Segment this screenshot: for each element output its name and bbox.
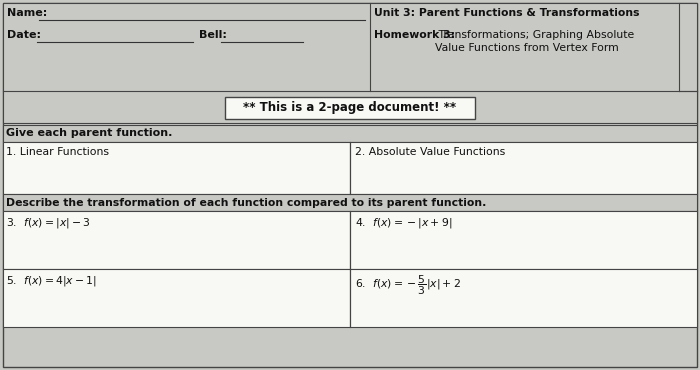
Text: 4.  $f(x)=-|x+9|$: 4. $f(x)=-|x+9|$ — [355, 216, 452, 230]
Bar — [3, 269, 350, 327]
Text: Give each parent function.: Give each parent function. — [6, 128, 172, 138]
Bar — [3, 125, 697, 142]
Bar — [3, 194, 697, 211]
Text: Describe the transformation of each function compared to its parent function.: Describe the transformation of each func… — [6, 198, 486, 208]
Text: 3.  $f(x)=|x|-3$: 3. $f(x)=|x|-3$ — [6, 216, 90, 230]
Text: ** This is a 2-page document! **: ** This is a 2-page document! ** — [244, 101, 456, 114]
Text: Name:: Name: — [7, 8, 48, 18]
Text: 2. Absolute Value Functions: 2. Absolute Value Functions — [355, 147, 505, 157]
Text: Transformations; Graphing Absolute: Transformations; Graphing Absolute — [435, 30, 634, 40]
Bar — [225, 97, 475, 119]
Text: 6.  $f(x)=-\dfrac{5}{3}|x|+2$: 6. $f(x)=-\dfrac{5}{3}|x|+2$ — [355, 274, 461, 297]
Bar — [350, 211, 697, 269]
Bar — [350, 142, 697, 194]
Text: 5.  $f(x)=4|x-1|$: 5. $f(x)=4|x-1|$ — [6, 274, 97, 288]
Text: 1. Linear Functions: 1. Linear Functions — [6, 147, 109, 157]
Text: Unit 3: Parent Functions & Transformations: Unit 3: Parent Functions & Transformatio… — [374, 8, 640, 18]
Bar — [3, 211, 350, 269]
Bar — [3, 3, 697, 123]
Bar — [350, 269, 697, 327]
Text: Value Functions from Vertex Form: Value Functions from Vertex Form — [435, 43, 619, 53]
Text: Homework 3:: Homework 3: — [374, 30, 455, 40]
Text: Date:: Date: — [7, 30, 41, 40]
Bar — [3, 142, 350, 194]
Text: Bell:: Bell: — [199, 30, 227, 40]
